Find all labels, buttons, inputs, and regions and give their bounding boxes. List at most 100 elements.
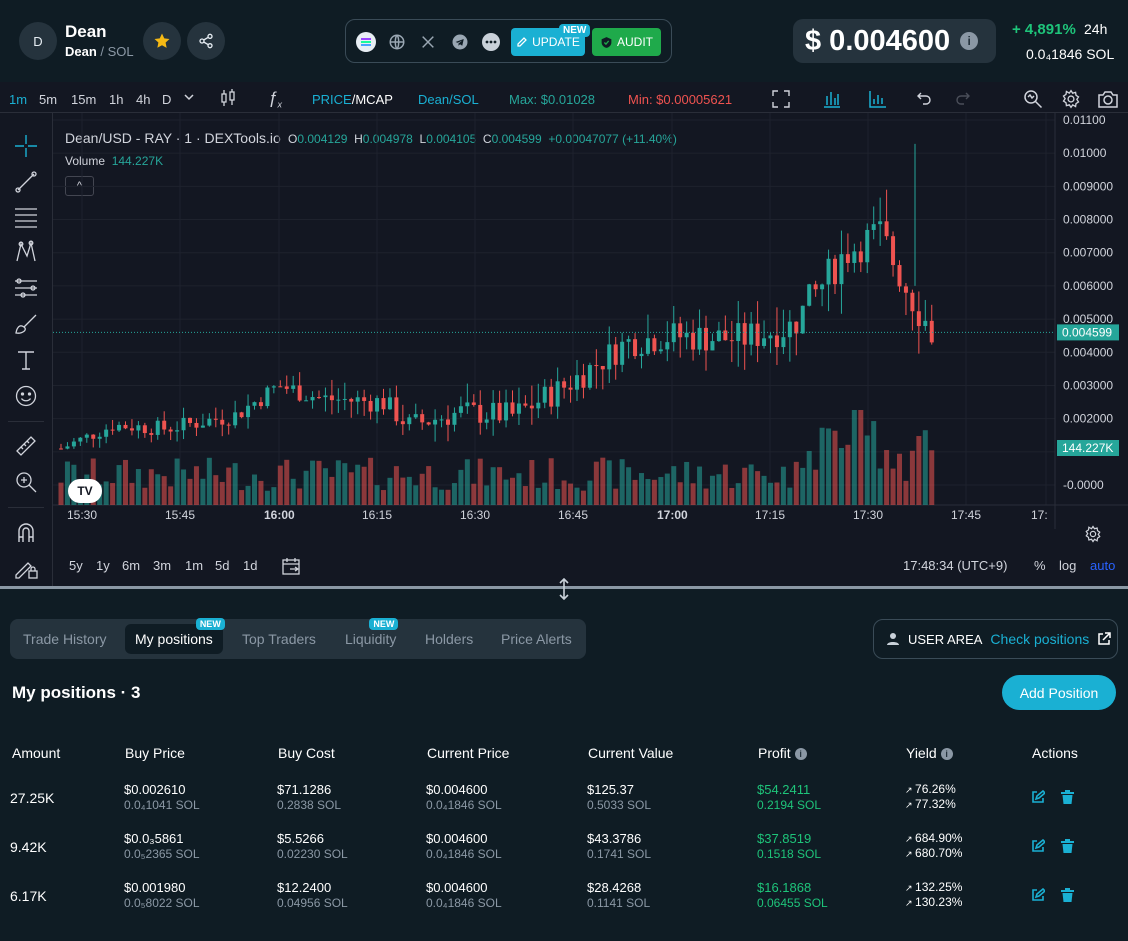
candle-body [297, 385, 302, 401]
chart-settings-button[interactable] [1061, 89, 1081, 112]
interval-4h[interactable]: 4h [136, 92, 151, 107]
audit-button[interactable]: AUDIT [592, 28, 661, 56]
x-twitter-icon[interactable] [418, 32, 438, 52]
volume-bar [342, 463, 348, 505]
date-range-button[interactable] [281, 556, 301, 579]
row-cur-value: $125.37 0.5033 SOL [587, 782, 651, 812]
share-button[interactable] [187, 22, 225, 60]
trash-icon[interactable] [1061, 888, 1074, 902]
website-icon[interactable] [387, 32, 407, 52]
volume-bar [742, 467, 748, 505]
row-amount: 9.42K [10, 839, 47, 855]
range-1y[interactable]: 1y [96, 558, 110, 573]
tab-price-alerts[interactable]: Price Alerts [501, 619, 572, 659]
brush-tool[interactable] [12, 310, 40, 338]
volume-bar [780, 466, 786, 505]
resize-handle[interactable] [557, 577, 571, 605]
interval-dropdown[interactable] [184, 90, 194, 105]
more-icon[interactable] [481, 32, 501, 52]
volume-bar [374, 485, 380, 505]
volume-toggle-button[interactable] [823, 90, 841, 111]
cur-value-usd: $125.37 [587, 782, 634, 797]
interval-1h[interactable]: 1h [109, 92, 124, 107]
interval-15m[interactable]: 15m [71, 92, 97, 107]
interval-D[interactable]: D [162, 92, 172, 107]
check-positions-link[interactable]: Check positions [990, 631, 1090, 647]
row-profit: $16.1868 0.06455 SOL [757, 880, 828, 910]
yield-value: 684.90% [915, 831, 963, 845]
info-icon[interactable]: i [940, 748, 953, 761]
add-position-button[interactable]: Add Position [1002, 675, 1116, 710]
candle-body [568, 387, 573, 390]
interval-5m[interactable]: 5m [39, 92, 58, 107]
projection-tool[interactable] [12, 274, 40, 302]
x-tick-label: 16:15 [362, 508, 392, 522]
indicators-button[interactable]: ƒx [268, 88, 282, 109]
fib-tool[interactable] [12, 203, 40, 231]
text-tool[interactable] [12, 346, 40, 374]
fullscreen-button[interactable] [772, 90, 790, 111]
percent-toggle[interactable]: % [1034, 558, 1046, 573]
range-1d[interactable]: 1d [243, 558, 258, 573]
audit-label: AUDIT [617, 35, 653, 49]
fx-icon: ƒx [268, 88, 282, 110]
emoji-tool[interactable] [12, 382, 40, 410]
price-mcap-toggle[interactable]: PRICE/MCAP [312, 92, 393, 107]
external-link-icon[interactable] [1097, 632, 1111, 646]
candle-type-button[interactable] [220, 89, 236, 110]
tab-holders[interactable]: Holders [425, 619, 473, 659]
range-1m[interactable]: 1m [185, 558, 204, 573]
trash-icon[interactable] [1061, 839, 1074, 853]
edit-icon[interactable] [1031, 888, 1045, 902]
pattern-tool[interactable] [12, 238, 40, 266]
screenshot-button[interactable] [1097, 89, 1119, 112]
interval-1m[interactable]: 1m [9, 92, 28, 107]
magnet-tool[interactable] [12, 518, 40, 546]
edit-icon[interactable] [1031, 839, 1045, 853]
solana-icon[interactable] [356, 32, 376, 52]
range-6m[interactable]: 6m [122, 558, 141, 573]
volume-bar [838, 447, 844, 505]
redo-button[interactable] [955, 90, 971, 109]
zoom-tool[interactable] [12, 468, 40, 496]
bottom-tabs: Trade History My positions NEW Top Traders L… [10, 618, 586, 659]
candle-body [497, 402, 502, 421]
info-icon[interactable]: i [794, 748, 807, 761]
range-5d[interactable]: 5d [215, 558, 230, 573]
trash-icon[interactable] [1061, 790, 1074, 804]
candle-body [407, 417, 412, 425]
positions-title: My positions · 3 [12, 683, 141, 702]
lock-drawings-tool[interactable] [12, 554, 40, 582]
crosshair-tool[interactable] [12, 132, 40, 160]
price-chart[interactable]: 0.01100 0.01000 0.009000 0.008000 0.007000 0.… [53, 113, 1128, 529]
candle-body [284, 386, 289, 389]
log-toggle[interactable]: log [1059, 558, 1077, 573]
info-icon[interactable]: i [960, 32, 979, 50]
depth-toggle-button[interactable] [869, 90, 887, 111]
user-area[interactable]: USER AREA Check positions [873, 619, 1118, 659]
auto-toggle[interactable]: auto [1090, 558, 1116, 573]
tradingview-logo[interactable]: TV [68, 479, 102, 503]
undo-button[interactable] [916, 90, 932, 109]
chart-search-button[interactable] [1023, 89, 1043, 112]
candle-body [878, 221, 883, 225]
trendline-tool[interactable] [12, 168, 40, 196]
range-5y[interactable]: 5y [69, 558, 83, 573]
col-label: Buy Cost [278, 745, 335, 761]
volume-bar [761, 475, 767, 505]
volume-bar [213, 475, 219, 505]
tab-trade-history[interactable]: Trade History [23, 619, 107, 659]
ruler-tool[interactable] [12, 432, 40, 460]
tab-liquidity[interactable]: Liquidity NEW [345, 618, 399, 659]
favorite-button[interactable] [143, 22, 181, 60]
buy-price-sol: 0.0₄1041 SOL [124, 798, 200, 812]
tab-my-positions[interactable]: My positions NEW [125, 618, 225, 654]
tab-top-traders[interactable]: Top Traders [242, 619, 316, 659]
edit-icon[interactable] [1031, 790, 1045, 804]
range-3m[interactable]: 3m [153, 558, 172, 573]
telegram-icon[interactable] [450, 32, 470, 52]
pair-toggle[interactable]: Dean/SOL [418, 92, 479, 107]
axis-settings-button[interactable] [1084, 525, 1102, 548]
volume-bar [161, 476, 167, 505]
volume-bar [361, 466, 367, 505]
